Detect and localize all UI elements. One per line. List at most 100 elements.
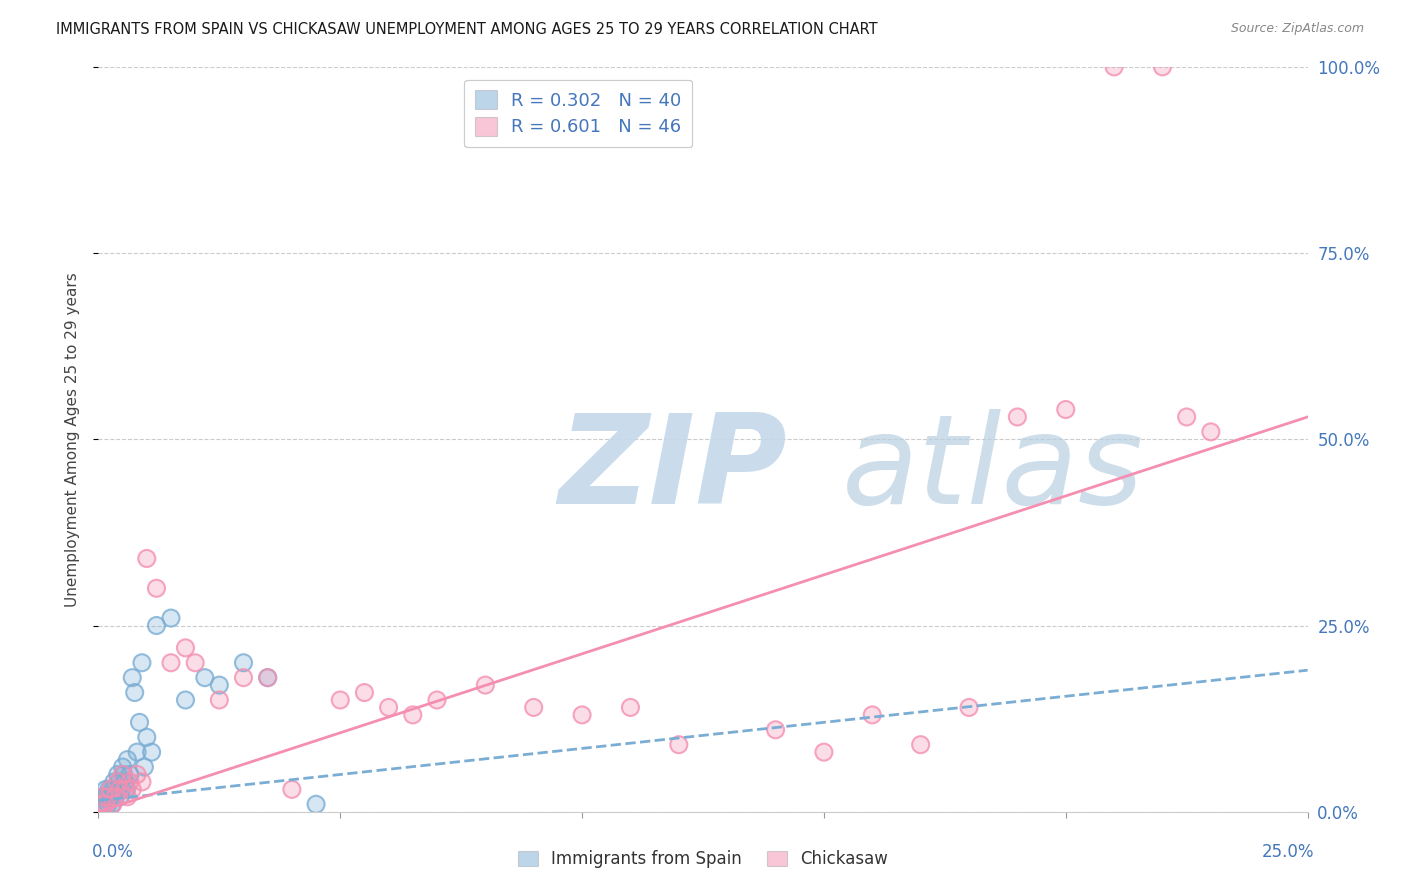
Point (474, 678, 496, 692)
Point (160, 611, 183, 625)
Point (571, 707, 593, 722)
Text: 25.0%: 25.0% (1263, 843, 1315, 861)
Point (127, 767, 149, 781)
Point (103, 775, 125, 789)
Point (107, 775, 129, 789)
Point (107, 767, 129, 781)
Point (127, 767, 149, 781)
Point (353, 685, 375, 699)
Point (329, 693, 352, 707)
Point (94, 782, 117, 797)
Point (121, 671, 143, 685)
Point (104, 789, 127, 804)
Point (256, 671, 278, 685)
Point (101, 797, 124, 812)
Point (426, 693, 449, 707)
Point (111, 782, 134, 797)
Point (668, 738, 690, 752)
Point (135, 730, 157, 744)
Point (174, 640, 197, 655)
Point (281, 782, 304, 797)
Point (329, 693, 352, 707)
Point (184, 656, 207, 670)
Point (1007, 409, 1029, 424)
Point (101, 782, 124, 797)
Point (117, 789, 139, 804)
Point (117, 753, 139, 767)
Point (124, 685, 146, 699)
Point (91, 789, 114, 804)
Point (860, 707, 883, 722)
Point (98, 782, 121, 797)
Point (208, 693, 231, 707)
Point (174, 640, 197, 655)
Point (115, 782, 138, 797)
Point (957, 700, 980, 714)
Point (426, 693, 449, 707)
Point (1102, 60, 1125, 74)
Text: IMMIGRANTS FROM SPAIN VS CHICKASAW UNEMPLOYMENT AMONG AGES 25 TO 29 YEARS CORREL: IMMIGRANTS FROM SPAIN VS CHICKASAW UNEMP… (56, 22, 877, 37)
Point (121, 782, 143, 797)
Point (124, 685, 146, 699)
Point (232, 656, 254, 670)
Point (131, 656, 153, 670)
Point (402, 707, 425, 722)
Point (174, 693, 197, 707)
Point (910, 738, 932, 752)
Point (105, 782, 128, 797)
Point (100, 789, 122, 804)
Point (108, 789, 131, 804)
Point (114, 782, 136, 797)
Point (114, 775, 136, 789)
Point (184, 656, 207, 670)
Point (97, 789, 120, 804)
Point (281, 782, 304, 797)
Point (134, 760, 156, 774)
Point (571, 707, 593, 722)
Point (114, 782, 136, 797)
Point (108, 782, 131, 797)
Point (104, 789, 127, 804)
Point (1007, 409, 1029, 424)
Point (208, 693, 231, 707)
Point (101, 797, 124, 812)
Point (121, 671, 143, 685)
Point (112, 767, 135, 781)
Point (1102, 60, 1125, 74)
Point (107, 775, 129, 789)
Point (160, 656, 183, 670)
Text: ZIP: ZIP (558, 409, 786, 530)
Point (108, 782, 131, 797)
Point (813, 745, 835, 759)
Point (160, 611, 183, 625)
Point (377, 700, 399, 714)
Point (474, 678, 496, 692)
Point (115, 782, 138, 797)
Point (160, 656, 183, 670)
Point (174, 693, 197, 707)
Legend: R = 0.302   N = 40, R = 0.601   N = 46: R = 0.302 N = 40, R = 0.601 N = 46 (464, 79, 692, 147)
Point (305, 797, 328, 812)
Point (232, 671, 254, 685)
Point (112, 767, 135, 781)
Point (256, 671, 278, 685)
Point (111, 760, 134, 774)
Point (104, 789, 127, 804)
Point (100, 789, 122, 804)
Text: 0.0%: 0.0% (91, 843, 134, 861)
Point (96, 789, 118, 804)
Point (114, 775, 136, 789)
Point (1054, 402, 1077, 417)
Point (1054, 402, 1077, 417)
Point (101, 797, 124, 812)
Point (145, 618, 167, 632)
Point (96, 789, 118, 804)
Text: Source: ZipAtlas.com: Source: ZipAtlas.com (1230, 22, 1364, 36)
Point (111, 767, 134, 781)
Point (103, 775, 125, 789)
Point (1199, 425, 1222, 439)
Point (194, 671, 217, 685)
Point (101, 797, 124, 812)
Point (128, 715, 150, 730)
Point (377, 700, 399, 714)
